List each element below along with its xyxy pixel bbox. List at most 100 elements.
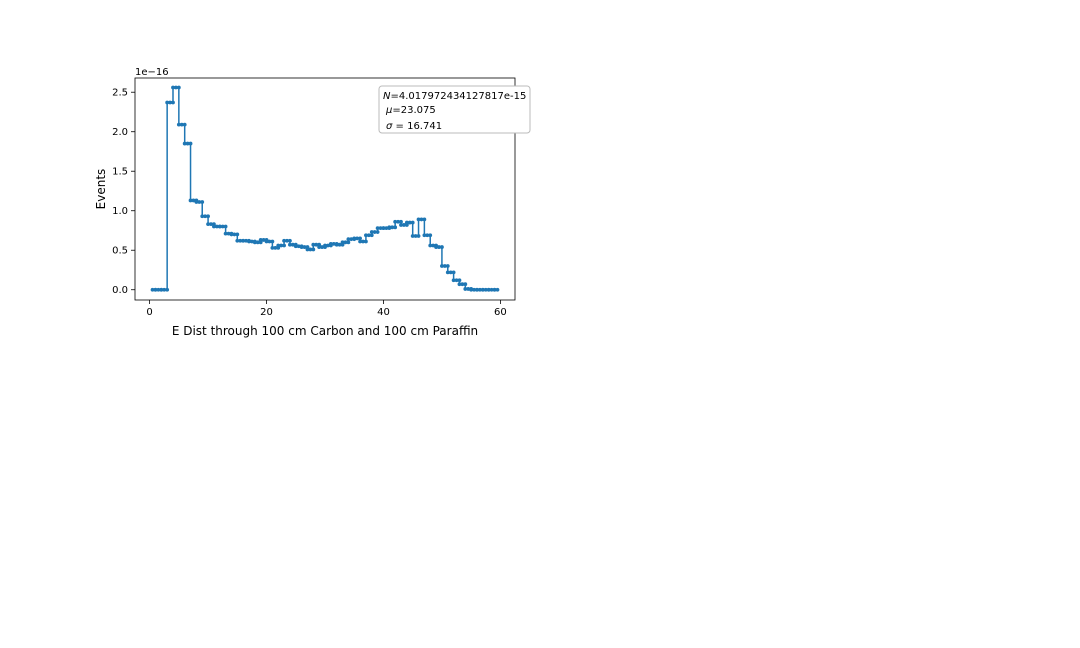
data-point xyxy=(404,220,409,225)
data-point xyxy=(276,243,281,248)
data-point xyxy=(206,214,210,219)
data-point xyxy=(188,198,193,203)
data-point xyxy=(241,238,246,243)
data-point xyxy=(369,233,374,238)
data-point xyxy=(422,217,427,222)
stats-legend: N=4.017972434127817e-15 μ=23.075 σ = 16.… xyxy=(378,85,531,134)
data-point xyxy=(209,222,213,227)
data-point xyxy=(381,226,386,231)
legend-box xyxy=(378,85,531,134)
data-point xyxy=(247,239,251,244)
data-point xyxy=(331,242,336,246)
data-point xyxy=(200,214,205,219)
data-point xyxy=(399,219,403,224)
y-tick-label: 1.0 xyxy=(112,206,128,217)
legend-sigma-value: = 16.741 xyxy=(392,121,442,132)
axes-frame xyxy=(134,77,516,301)
data-point xyxy=(466,287,471,291)
data-point xyxy=(305,247,310,252)
data-point xyxy=(314,242,319,247)
data-point xyxy=(323,243,327,248)
data-point xyxy=(366,233,371,238)
data-point xyxy=(270,245,275,250)
data-point xyxy=(288,242,292,247)
data-point xyxy=(290,242,295,247)
y-tick-label: 1.5 xyxy=(112,167,128,178)
data-point xyxy=(255,240,260,245)
data-point xyxy=(185,141,190,146)
data-point xyxy=(451,270,456,275)
data-point xyxy=(451,278,456,283)
data-point xyxy=(182,122,187,127)
series-layer xyxy=(150,85,500,292)
data-point xyxy=(469,287,474,292)
data-point xyxy=(402,223,406,227)
data-point xyxy=(171,85,175,90)
data-point xyxy=(358,239,362,244)
data-point xyxy=(165,287,170,292)
data-point xyxy=(349,237,354,242)
data-point xyxy=(293,244,298,249)
data-point xyxy=(194,200,199,204)
data-point xyxy=(364,233,368,238)
data-point xyxy=(475,287,479,292)
data-point xyxy=(235,232,240,237)
data-point xyxy=(232,232,237,237)
data-point xyxy=(328,242,333,246)
data-point xyxy=(212,224,216,229)
data-point xyxy=(463,282,468,287)
data-point xyxy=(150,287,155,292)
data-point xyxy=(416,234,421,238)
data-point xyxy=(428,233,433,238)
legend-sigma: σ = 16.741 xyxy=(386,121,442,132)
data-point xyxy=(375,230,380,234)
data-point xyxy=(267,239,272,244)
data-point xyxy=(226,231,231,236)
data-point xyxy=(217,224,222,229)
data-point xyxy=(153,287,158,292)
data-point xyxy=(358,236,362,241)
data-point xyxy=(337,242,342,247)
data-point xyxy=(179,122,184,127)
y-tick-label: 0.5 xyxy=(112,246,128,257)
data-point xyxy=(434,245,438,249)
data-point xyxy=(168,100,172,105)
data-point xyxy=(264,239,269,244)
data-point xyxy=(197,200,202,204)
data-point xyxy=(334,242,339,247)
data-point xyxy=(340,240,345,245)
data-point xyxy=(352,236,357,241)
legend-n: N=4.017972434127817e-15 xyxy=(383,91,526,102)
data-point xyxy=(442,264,447,268)
legend-n-value: =4.017972434127817e-15 xyxy=(390,91,526,102)
data-point xyxy=(480,287,485,292)
data-point xyxy=(223,224,228,229)
y-axis-label: Events xyxy=(94,169,108,210)
data-point xyxy=(288,238,292,243)
data-point xyxy=(410,220,415,225)
data-point xyxy=(311,242,316,247)
data-point xyxy=(206,222,210,227)
data-point xyxy=(399,223,403,227)
data-point xyxy=(378,226,383,231)
data-point xyxy=(270,239,275,244)
data-point xyxy=(492,287,497,292)
data-point xyxy=(220,224,225,229)
data-point xyxy=(308,247,313,252)
y-offset-text: 1e−16 xyxy=(135,67,169,78)
data-point xyxy=(258,238,263,242)
data-point xyxy=(311,247,316,252)
data-point xyxy=(203,214,208,219)
data-point xyxy=(454,278,459,283)
data-point xyxy=(273,245,278,250)
legend-mu-symbol: μ xyxy=(385,105,392,116)
data-point xyxy=(162,287,167,292)
data-point xyxy=(279,243,284,248)
legend-n-symbol: N xyxy=(383,91,391,102)
data-point xyxy=(326,243,330,248)
y-tick-label: 2.0 xyxy=(112,127,128,138)
data-point xyxy=(483,287,488,292)
data-point xyxy=(457,278,462,283)
data-point xyxy=(346,240,351,245)
